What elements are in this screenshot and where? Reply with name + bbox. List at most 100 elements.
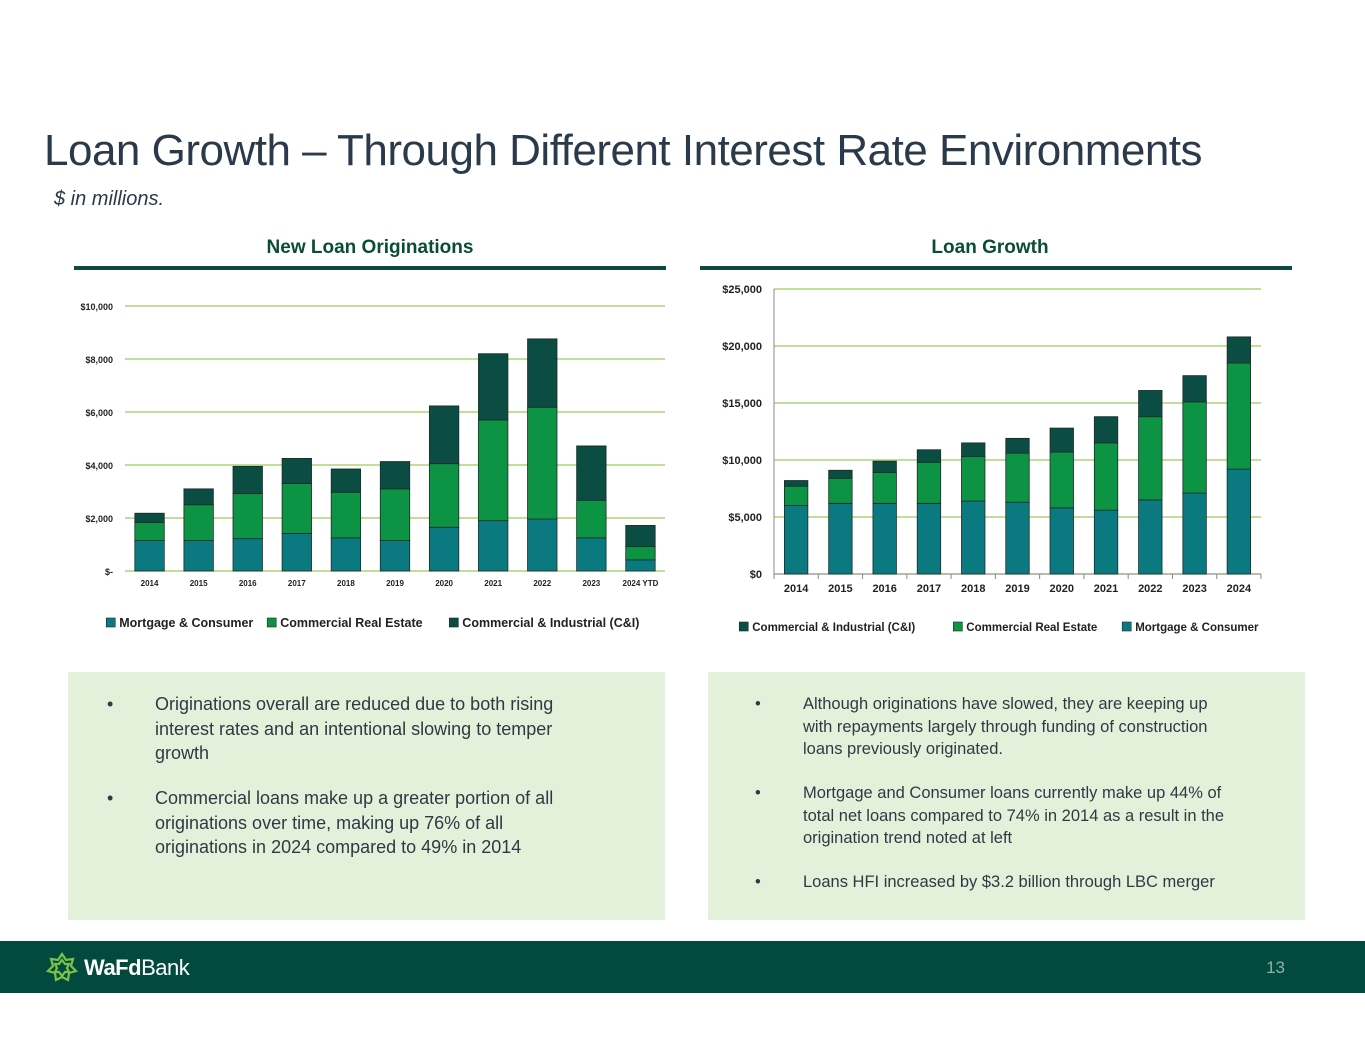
x-tick-label: 2021	[484, 579, 502, 588]
bullet-item: • Although originations have slowed, the…	[755, 693, 1233, 761]
wafd-logo: WaFdBank	[46, 952, 190, 983]
x-tick-label: 2020	[1050, 583, 1074, 595]
legend-label: Mortgage & Consumer	[1135, 622, 1259, 634]
bar-segment	[1005, 501, 1030, 575]
page-number: 13	[1266, 958, 1285, 977]
bullet-dot: •	[755, 784, 761, 802]
bar-segment	[527, 338, 558, 408]
bar-segment	[1226, 362, 1251, 470]
bar-segment	[330, 468, 362, 493]
bullet-dot: •	[107, 694, 114, 714]
bullet-item: • Commercial loans make up a greater por…	[107, 786, 595, 860]
y-tick-label: $-	[105, 567, 113, 577]
bar-segment	[1093, 416, 1119, 444]
bar-segment	[828, 469, 853, 479]
bar-segment	[784, 480, 809, 487]
bar-segment	[576, 499, 607, 539]
bar-segment	[478, 353, 509, 421]
bar-segment	[527, 518, 558, 572]
y-tick-label: $2,000	[85, 514, 113, 524]
bar-segment	[1138, 416, 1163, 501]
bar-segment	[828, 502, 853, 575]
y-tick-label: $15,000	[722, 398, 762, 410]
bar-segment	[478, 419, 509, 522]
bar-segment	[1182, 401, 1207, 494]
bar-segment	[232, 538, 263, 572]
x-tick-label: 2024	[1227, 583, 1252, 595]
x-tick-label: 2018	[961, 583, 985, 595]
bar-segment	[872, 472, 897, 504]
footer-bar: WaFdBank 13	[0, 941, 1365, 993]
loan-growth-commentary: • Although originations have slowed, the…	[708, 672, 1305, 920]
bar-segment	[1049, 451, 1074, 509]
page-title: Loan Growth – Through Different Interest…	[44, 126, 1203, 175]
bar-segment	[134, 512, 165, 523]
x-tick-label: 2022	[1138, 583, 1162, 595]
page-subtitle: $ in millions.	[54, 188, 165, 210]
x-tick-label: 2021	[1094, 583, 1118, 595]
bar-segment	[379, 488, 411, 541]
legend-swatch	[266, 617, 277, 628]
legend-swatch	[1121, 621, 1132, 632]
bar-segment	[872, 502, 897, 575]
y-tick-label: $4,000	[85, 461, 113, 471]
x-tick-label: 2014	[141, 579, 159, 588]
bar-segment	[1226, 468, 1251, 575]
bar-segment	[428, 526, 460, 572]
y-tick-label: $25,000	[722, 284, 762, 296]
bar-segment	[134, 540, 165, 572]
bar-segment	[232, 493, 263, 540]
legend-swatch	[105, 617, 116, 628]
chart-title-loan-growth: Loan Growth	[931, 237, 1049, 258]
bar-segment	[1093, 442, 1119, 511]
x-tick-label: 2022	[533, 579, 551, 588]
bar-segment	[183, 504, 214, 541]
y-tick-label: $6,000	[85, 408, 113, 418]
y-tick-label: $8,000	[85, 355, 113, 365]
panel-divider-right	[700, 266, 1292, 270]
bullet-text: Although originations have slowed, they …	[803, 695, 1208, 758]
x-tick-label: 2016	[872, 583, 896, 595]
bullet-item: • Loans HFI increased by $3.2 billion th…	[755, 871, 1263, 894]
y-tick-label: $10,000	[80, 302, 113, 312]
loan-growth-chart: $0 $5,000 $10,000 $15,000 $20,000 $25,000 2014…	[722, 284, 1262, 634]
bar-segment	[281, 457, 312, 484]
bar-segment	[784, 505, 809, 575]
originations-chart: $- $2,000 $4,000 $6,000 $8,000 $10,000 2014 201…	[80, 302, 665, 630]
legend-swatch	[952, 621, 963, 632]
bullet-dot: •	[755, 695, 761, 713]
bar-segment	[1138, 390, 1163, 418]
bar-segment	[961, 456, 986, 502]
x-tick-label: 2016	[239, 579, 257, 588]
bar-segment	[1226, 336, 1251, 364]
legend-label: Commercial & Industrial (C&I)	[752, 622, 915, 634]
legend-label: Commercial Real Estate	[966, 622, 1097, 634]
bar-segment	[1182, 492, 1207, 575]
y-tick-label: $5,000	[728, 512, 762, 524]
bar-segment	[330, 537, 362, 572]
x-tick-label: 2017	[288, 579, 306, 588]
bullet-item: • Mortgage and Consumer loans currently …	[755, 782, 1233, 850]
legend-label: Commercial & Industrial (C&I)	[462, 616, 639, 630]
bar-segment	[872, 460, 897, 473]
y-tick-label: $10,000	[722, 455, 762, 467]
wafd-emblem-icon	[46, 952, 78, 982]
legend-swatch	[448, 617, 459, 628]
x-tick-label: 2020	[435, 579, 453, 588]
x-tick-label: 2017	[917, 583, 941, 595]
x-tick-label: 2019	[386, 579, 404, 588]
bar-segment	[916, 502, 942, 575]
bullet-dot: •	[107, 788, 114, 808]
bar-segment	[1049, 427, 1074, 453]
bar-segment	[625, 525, 656, 548]
bullet-item: • Originations overall are reduced due t…	[107, 692, 595, 766]
x-tick-label: 2024 YTD	[623, 579, 659, 588]
bar-segment	[916, 449, 942, 463]
legend-label: Mortgage & Consumer	[119, 616, 253, 630]
chart-title-originations: New Loan Originations	[266, 237, 474, 258]
bar-segment	[916, 461, 942, 504]
bar-segment	[478, 520, 509, 572]
bar-segment	[576, 445, 607, 501]
bar-segment	[379, 540, 411, 572]
x-tick-label: 2023	[582, 579, 600, 588]
